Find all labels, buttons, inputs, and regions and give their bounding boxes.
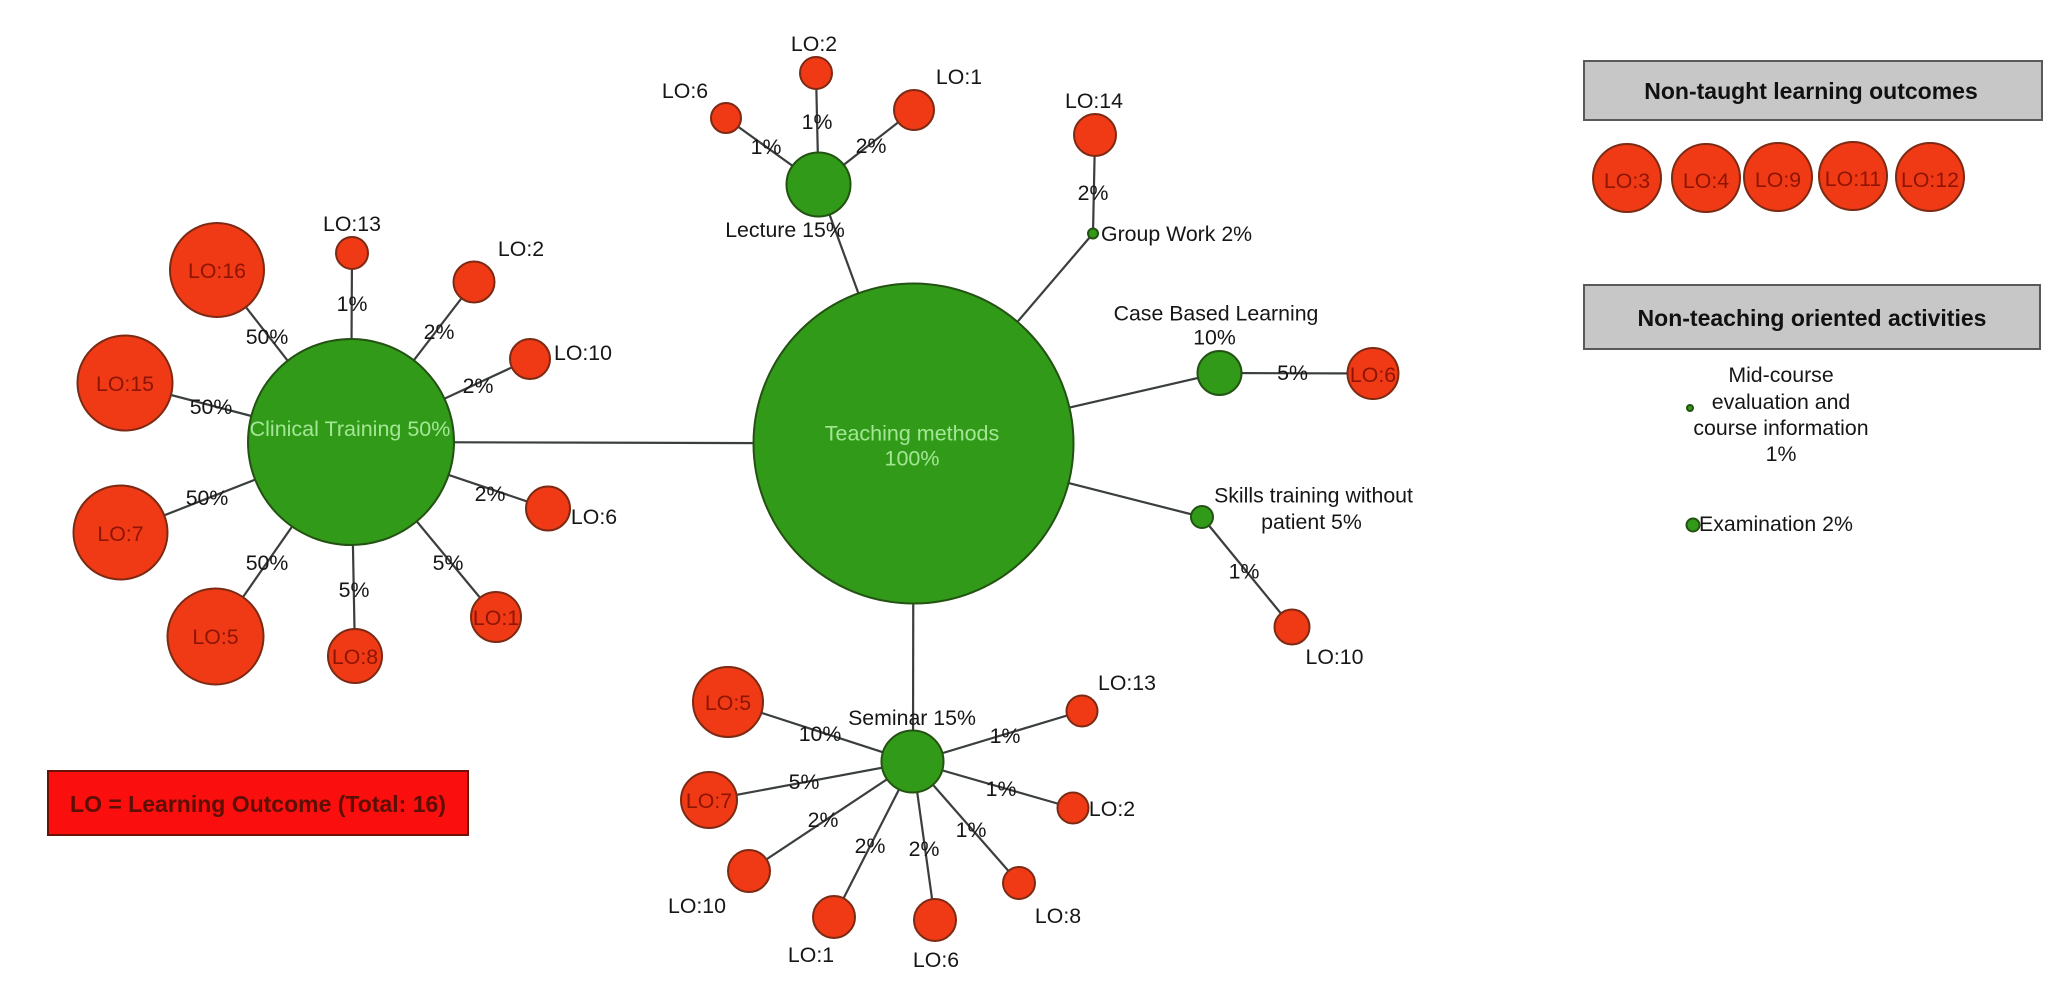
svg-text:5%: 5% — [1277, 361, 1308, 385]
svg-text:LO:11: LO:11 — [1825, 167, 1881, 191]
svg-text:LO = Learning Outcome (Total:: LO = Learning Outcome (Total: 16) — [70, 791, 446, 817]
svg-text:LO:13: LO:13 — [323, 212, 381, 236]
svg-text:LO:1: LO:1 — [936, 65, 982, 89]
svg-text:2%: 2% — [855, 834, 886, 858]
svg-text:5%: 5% — [433, 551, 464, 575]
svg-text:LO:1: LO:1 — [473, 606, 519, 630]
svg-text:50%: 50% — [246, 325, 289, 349]
svg-text:2%: 2% — [463, 374, 494, 398]
svg-text:LO:6: LO:6 — [1350, 363, 1396, 387]
svg-text:5%: 5% — [339, 578, 370, 602]
svg-text:evaluation and: evaluation and — [1712, 390, 1851, 414]
svg-text:Lecture 15%: Lecture 15% — [725, 218, 845, 242]
svg-text:LO:5: LO:5 — [192, 625, 238, 649]
svg-text:2%: 2% — [424, 320, 455, 344]
svg-text:2%: 2% — [808, 808, 839, 832]
svg-text:LO:6: LO:6 — [913, 948, 959, 972]
svg-text:Clinical Training 50%: Clinical Training 50% — [250, 417, 451, 441]
svg-text:LO:9: LO:9 — [1755, 168, 1801, 192]
svg-text:Group Work 2%: Group Work 2% — [1101, 222, 1252, 246]
svg-text:Skills training without: Skills training without — [1214, 484, 1413, 508]
svg-text:Non-teaching oriented activiti: Non-teaching oriented activities — [1638, 305, 1987, 331]
svg-text:LO:2: LO:2 — [1089, 797, 1135, 821]
svg-text:1%: 1% — [956, 818, 987, 842]
svg-text:1%: 1% — [751, 135, 782, 159]
svg-text:LO:8: LO:8 — [332, 645, 378, 669]
svg-text:LO:14: LO:14 — [1065, 89, 1123, 113]
svg-text:LO:15: LO:15 — [96, 372, 154, 396]
svg-text:1%: 1% — [990, 724, 1021, 748]
svg-text:Non-taught learning outcomes: Non-taught learning outcomes — [1644, 78, 1978, 104]
svg-text:LO:5: LO:5 — [705, 691, 751, 715]
svg-text:course information: course information — [1693, 416, 1868, 440]
svg-text:100%: 100% — [885, 447, 940, 471]
svg-text:1%: 1% — [337, 292, 368, 316]
svg-text:1%: 1% — [1229, 560, 1260, 584]
svg-text:LO:2: LO:2 — [791, 32, 837, 56]
svg-text:50%: 50% — [186, 486, 229, 510]
svg-text:LO:1: LO:1 — [788, 943, 834, 967]
svg-text:10%: 10% — [799, 722, 842, 746]
svg-text:patient 5%: patient 5% — [1261, 510, 1362, 534]
svg-text:LO:7: LO:7 — [97, 522, 143, 546]
svg-text:LO:7: LO:7 — [686, 789, 732, 813]
svg-text:50%: 50% — [190, 395, 233, 419]
svg-text:1%: 1% — [1766, 442, 1797, 466]
svg-text:LO:3: LO:3 — [1604, 169, 1650, 193]
svg-text:Seminar 15%: Seminar 15% — [848, 706, 976, 730]
svg-text:5%: 5% — [789, 770, 820, 794]
svg-text:Case Based Learning: Case Based Learning — [1114, 302, 1319, 326]
svg-text:LO:8: LO:8 — [1035, 904, 1081, 928]
svg-text:LO:6: LO:6 — [571, 505, 617, 529]
svg-text:LO:2: LO:2 — [498, 237, 544, 261]
svg-text:1%: 1% — [802, 110, 833, 134]
svg-text:2%: 2% — [1078, 181, 1109, 205]
svg-text:Mid-course: Mid-course — [1728, 363, 1833, 387]
svg-text:LO:6: LO:6 — [662, 79, 708, 103]
svg-text:2%: 2% — [856, 134, 887, 158]
svg-text:2%: 2% — [909, 837, 940, 861]
svg-text:Teaching methods: Teaching methods — [825, 422, 1000, 446]
svg-text:10%: 10% — [1193, 326, 1236, 350]
svg-text:1%: 1% — [986, 777, 1017, 801]
svg-text:LO:4: LO:4 — [1683, 169, 1729, 193]
svg-text:Examination 2%: Examination 2% — [1699, 512, 1853, 536]
svg-text:2%: 2% — [475, 482, 506, 506]
svg-text:LO:12: LO:12 — [1901, 168, 1959, 192]
svg-text:LO:10: LO:10 — [554, 341, 612, 365]
svg-text:LO:13: LO:13 — [1098, 671, 1156, 695]
svg-text:LO:10: LO:10 — [668, 894, 726, 918]
svg-text:50%: 50% — [246, 551, 289, 575]
svg-text:LO:10: LO:10 — [1305, 645, 1363, 669]
svg-text:LO:16: LO:16 — [188, 259, 246, 283]
